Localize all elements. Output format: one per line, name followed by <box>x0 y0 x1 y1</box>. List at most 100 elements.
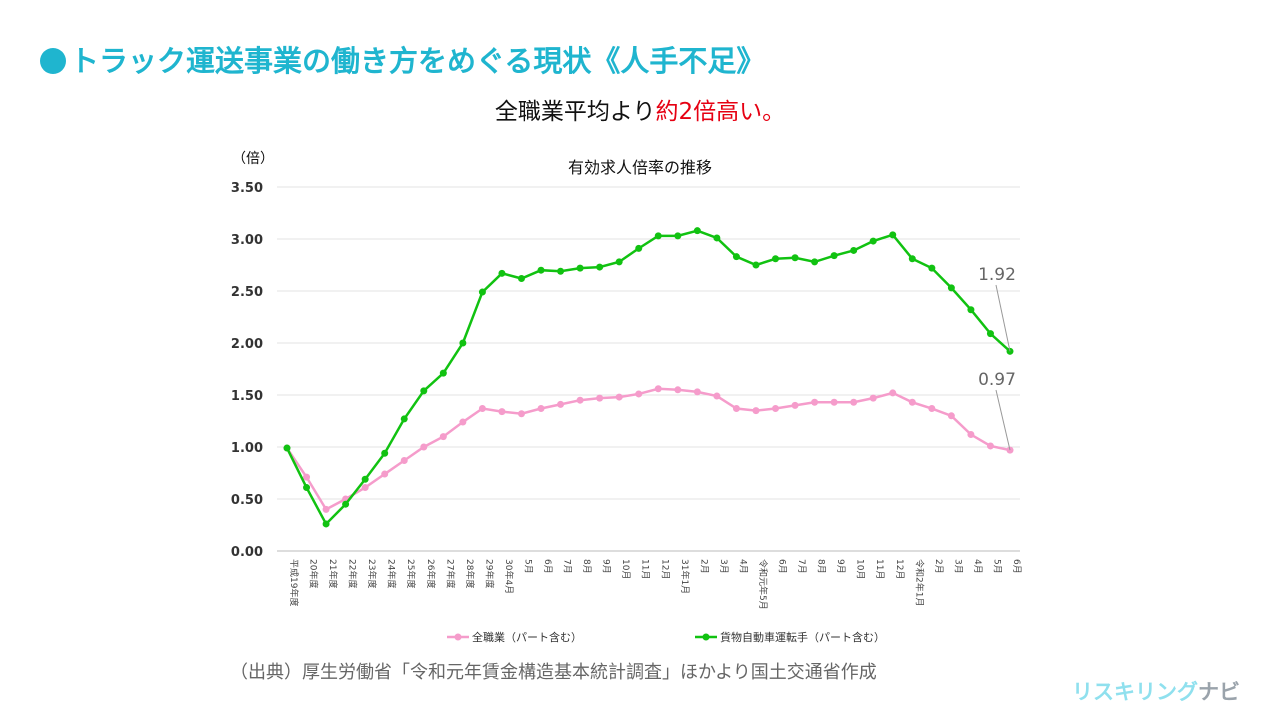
x-tick-label: 27年度 <box>444 559 456 588</box>
data-point <box>713 392 721 400</box>
data-point <box>537 405 545 413</box>
data-point <box>381 470 389 478</box>
data-point <box>420 443 428 451</box>
data-point <box>928 405 936 413</box>
x-tick-label: 令和2年1月 <box>913 559 925 606</box>
data-point <box>342 500 350 508</box>
end-label: 1.92 <box>978 265 1016 285</box>
data-point <box>850 246 858 254</box>
subtitle-text: 全職業平均より <box>494 99 656 125</box>
x-tick-label: 2月 <box>933 559 944 574</box>
data-point <box>830 398 838 406</box>
x-tick-label: 9月 <box>601 559 612 574</box>
data-point <box>498 408 506 416</box>
legend-marker <box>702 633 710 641</box>
end-label-leader <box>995 389 1011 451</box>
x-tick-label: 8月 <box>816 559 827 574</box>
x-tick-label: 8月 <box>581 559 592 574</box>
x-tick-label: 28年度 <box>464 559 476 588</box>
data-point <box>478 405 486 413</box>
y-tick-label: 2.00 <box>231 337 263 352</box>
x-tick-label: 11月 <box>874 559 885 579</box>
data-point <box>732 253 740 261</box>
subtitle-highlight: 約2倍高い。 <box>655 99 786 125</box>
x-tick-label: 24年度 <box>386 559 398 588</box>
data-point <box>615 393 623 401</box>
data-point <box>674 232 682 240</box>
data-point <box>986 442 994 450</box>
data-point <box>478 288 486 296</box>
data-point <box>889 231 897 239</box>
x-tick-label: 31年1月 <box>679 559 691 594</box>
data-point <box>400 457 408 465</box>
x-tick-label: 10月 <box>855 559 866 579</box>
data-point <box>635 244 643 252</box>
data-point <box>517 275 525 283</box>
x-tick-label: 20年度 <box>308 559 320 588</box>
source-note: （出典）厚生労働省「令和元年賃金構造基本統計調査」ほかより国土交通省作成 <box>230 662 877 683</box>
y-tick-label: 1.50 <box>231 389 263 404</box>
data-point <box>791 401 799 409</box>
end-label: 0.97 <box>978 370 1016 390</box>
data-point <box>635 390 643 398</box>
legend-label: 貨物自動車運転手（パート含む） <box>720 630 885 644</box>
data-point <box>596 394 604 402</box>
data-point <box>439 369 447 377</box>
chart-title: 有効求人倍率の推移 <box>568 158 712 177</box>
page-title-text: トラック運送事業の働き方をめぐる現状《人手不足》 <box>70 44 766 78</box>
x-tick-label: 25年度 <box>405 559 417 588</box>
data-point <box>615 258 623 266</box>
y-axis-label: （倍） <box>232 151 274 167</box>
data-point <box>693 227 701 235</box>
data-point <box>752 261 760 269</box>
bullet-icon <box>40 48 66 74</box>
x-tick-label: 7月 <box>796 559 807 574</box>
data-point <box>908 255 916 263</box>
data-point <box>576 264 584 272</box>
data-point <box>986 330 994 338</box>
data-point <box>967 431 975 439</box>
x-tick-label: 11月 <box>640 559 651 579</box>
x-tick-label: 6月 <box>542 559 553 574</box>
data-point <box>537 266 545 274</box>
y-tick-label: 3.00 <box>231 233 263 248</box>
data-point <box>557 267 565 275</box>
x-tick-label: 22年度 <box>347 559 359 588</box>
x-tick-label: 12月 <box>894 559 905 579</box>
data-point <box>889 389 897 397</box>
series-line-0 <box>285 387 1011 512</box>
x-tick-label: 平成19年度 <box>288 559 300 606</box>
logo-accent: ナビ <box>1198 680 1240 704</box>
x-tick-label: 12月 <box>659 559 670 579</box>
logo-main: リスキリング <box>1072 680 1198 704</box>
data-point <box>947 284 955 292</box>
data-point <box>869 237 877 245</box>
data-point <box>557 400 565 408</box>
page-title: トラック運送事業の働き方をめぐる現状《人手不足》 <box>40 38 765 80</box>
x-tick-label: 29年度 <box>483 559 495 588</box>
data-point <box>908 398 916 406</box>
x-tick-label: 4月 <box>972 559 983 574</box>
x-tick-label: 5月 <box>991 559 1002 574</box>
legend-marker <box>454 633 462 641</box>
data-point <box>811 258 819 266</box>
data-point <box>361 484 369 492</box>
x-tick-label: 7月 <box>562 559 573 574</box>
subtitle: 全職業平均より約2倍高い。 <box>0 92 1280 126</box>
x-tick-label: 9月 <box>835 559 846 574</box>
y-tick-label: 1.00 <box>231 441 263 456</box>
logo: リスキリングナビ <box>1072 676 1240 706</box>
x-tick-label: 26年度 <box>425 559 437 588</box>
x-tick-label: 23年度 <box>366 559 378 588</box>
data-point <box>791 254 799 262</box>
data-point <box>830 252 838 260</box>
data-point <box>947 412 955 420</box>
data-point <box>654 232 662 240</box>
data-point <box>381 449 389 457</box>
data-point <box>967 306 975 314</box>
x-tick-label: 6月 <box>777 559 788 574</box>
x-tick-label: 令和元年5月 <box>757 559 769 610</box>
legend-label: 全職業（パート含む） <box>472 630 582 644</box>
x-tick-label: 4月 <box>737 559 748 574</box>
